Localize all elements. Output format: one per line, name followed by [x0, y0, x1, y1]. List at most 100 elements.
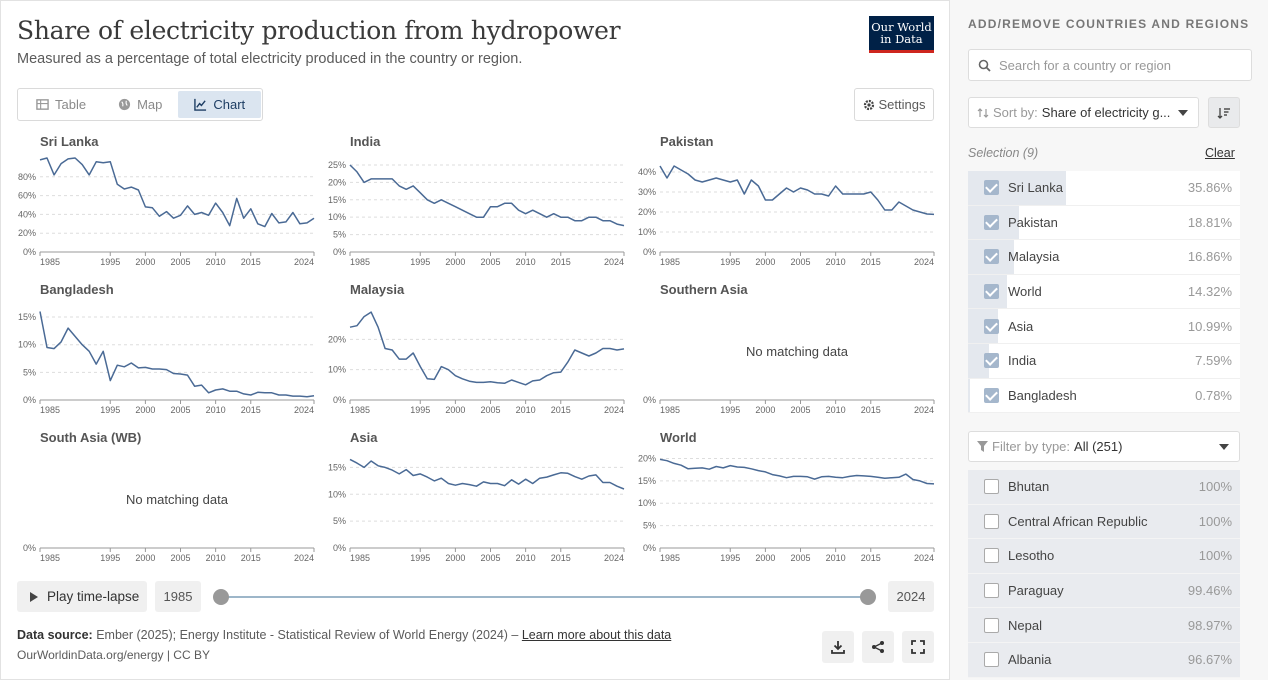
- selected-entities-list: Sri Lanka 35.86% Pakistan 18.81% Malaysia 16.…: [968, 171, 1240, 414]
- available-row[interactable]: Bhutan 100%: [968, 470, 1240, 505]
- download-button[interactable]: [822, 631, 854, 663]
- y-tick-label: 60%: [18, 191, 36, 201]
- chart-title: Share of electricity production from hyd…: [17, 16, 621, 45]
- x-tick-label: 2005: [170, 553, 190, 563]
- owid-logo[interactable]: Our World in Data: [869, 16, 934, 53]
- x-tick-label: 2000: [755, 405, 775, 415]
- checkbox-checked[interactable]: [984, 180, 999, 196]
- checkbox-unchecked[interactable]: [984, 479, 999, 495]
- x-tick-label: 1985: [660, 257, 680, 267]
- chart-panel-india[interactable]: India 0% 5% 10% 15% 20% 25% 1985 1995 2000 2005 201…: [327, 134, 627, 272]
- panel-title: South Asia (WB): [40, 430, 142, 445]
- chart-panel-sri-lanka[interactable]: Sri Lanka 0% 20% 40% 60% 80% 1985 1995 2000 2005 2…: [17, 134, 317, 272]
- checkbox-unchecked[interactable]: [984, 583, 999, 599]
- chart-panel-world[interactable]: World 0% 5% 10% 15% 20% 1985 1995 2000 2005 2010 20…: [637, 430, 937, 568]
- entity-selector-sidebar: ADD/REMOVE COUNTRIES AND REGIONS Search …: [949, 0, 1268, 680]
- selected-row[interactable]: World 14.32%: [968, 274, 1240, 310]
- y-tick-label: 0%: [643, 395, 656, 405]
- chart-panel-south-asia-wb-[interactable]: South Asia (WB) 0% 1985 1995 2000 2005 2010 201…: [17, 430, 317, 568]
- series-line[interactable]: [39, 157, 315, 228]
- checkbox-checked[interactable]: [984, 318, 999, 334]
- y-tick-label: 80%: [18, 172, 36, 182]
- y-tick-label: 20%: [638, 207, 656, 217]
- selected-row[interactable]: India 7.59%: [968, 343, 1240, 379]
- panel-plot: 0% 5% 10% 15% 20% 25% 1985 1995 2000 2005 2010 2015…: [328, 160, 625, 267]
- checkbox-checked[interactable]: [984, 353, 999, 369]
- entity-name: Bangladesh: [1008, 387, 1077, 403]
- entity-name: Asia: [1008, 318, 1034, 334]
- data-source: Data source: Ember (2025); Energy Instit…: [17, 628, 671, 642]
- available-row[interactable]: Lesotho 100%: [968, 539, 1240, 574]
- chart-panel-bangladesh[interactable]: Bangladesh 0% 5% 10% 15% 1985 1995 2000 2005 2010…: [17, 282, 317, 420]
- series-line[interactable]: [349, 458, 625, 490]
- filter-type-dropdown[interactable]: Filter by type: All (251): [968, 431, 1240, 462]
- available-row[interactable]: Albania 96.67%: [968, 643, 1240, 678]
- entity-value: 99.46%: [1187, 583, 1232, 599]
- play-timelapse-button[interactable]: Play time-lapse: [17, 581, 147, 612]
- settings-label: Settings: [878, 97, 926, 112]
- y-tick-label: 10%: [18, 340, 36, 350]
- chart-panel-pakistan[interactable]: Pakistan 0% 10% 20% 30% 40% 1985 1995 2000 2005 20…: [637, 134, 937, 272]
- panel-title: Bangladesh: [40, 282, 114, 297]
- series-line[interactable]: [39, 311, 315, 398]
- checkbox-unchecked[interactable]: [984, 652, 999, 668]
- selected-row[interactable]: Sri Lanka 35.86%: [968, 171, 1240, 206]
- checkbox-unchecked[interactable]: [984, 513, 999, 529]
- y-tick-label: 10%: [638, 498, 656, 508]
- x-tick-label: 2010: [826, 405, 846, 415]
- chart-panel-asia[interactable]: Asia 0% 5% 10% 15% 1985 1995 2000 2005 2010 2015 20…: [327, 430, 627, 568]
- x-tick-label: 2005: [170, 405, 190, 415]
- y-tick-label: 40%: [18, 209, 36, 219]
- available-row[interactable]: Nepal 98.97%: [968, 608, 1240, 643]
- sort-descending-icon: [1217, 107, 1230, 119]
- selected-row[interactable]: Malaysia 16.86%: [968, 240, 1240, 275]
- expand-icon: [911, 640, 925, 654]
- sort-dropdown[interactable]: Sort by: Share of electricity g...: [968, 97, 1199, 128]
- checkbox-checked[interactable]: [984, 284, 999, 300]
- checkbox-checked[interactable]: [984, 387, 999, 403]
- tab-chart-label: Chart: [213, 97, 246, 112]
- checkbox-checked[interactable]: [984, 249, 999, 265]
- tab-table[interactable]: Table: [20, 91, 102, 118]
- fullscreen-button[interactable]: [902, 631, 934, 663]
- tab-map[interactable]: Map: [102, 91, 178, 118]
- x-tick-label: 2000: [755, 553, 775, 563]
- x-tick-label: 2024: [294, 257, 314, 267]
- checkbox-unchecked[interactable]: [984, 548, 999, 564]
- start-year-handle[interactable]: [213, 589, 229, 605]
- learn-more-link[interactable]: Learn more about this data: [521, 628, 672, 642]
- series-line[interactable]: [659, 165, 935, 216]
- chart-panel-southern-asia[interactable]: Southern Asia 0% 1985 1995 2000 2005 2010 2015 2…: [637, 282, 937, 420]
- selected-row[interactable]: Asia 10.99%: [968, 309, 1240, 344]
- checkbox-checked[interactable]: [984, 214, 999, 230]
- y-tick-label: 0%: [333, 395, 346, 405]
- x-tick-label: 2024: [294, 405, 314, 415]
- selected-row[interactable]: Bangladesh 0.78%: [968, 378, 1240, 414]
- share-button[interactable]: [862, 631, 894, 663]
- panel-title: India: [350, 134, 381, 149]
- start-year-box[interactable]: 1985: [155, 581, 201, 612]
- series-line[interactable]: [349, 164, 625, 227]
- entity-name: Nepal: [1008, 617, 1042, 633]
- selected-row[interactable]: Pakistan 18.81%: [968, 205, 1240, 241]
- end-year-box[interactable]: 2024: [888, 581, 934, 612]
- y-tick-label: 5%: [23, 367, 36, 377]
- search-input[interactable]: Search for a country or region: [968, 49, 1252, 81]
- series-line[interactable]: [349, 311, 625, 386]
- x-tick-label: 2000: [755, 257, 775, 267]
- timeline-track[interactable]: [221, 596, 868, 598]
- available-row[interactable]: Paraguay 99.46%: [968, 574, 1240, 609]
- sort-prefix: Sort by:: [993, 105, 1038, 120]
- available-row[interactable]: Central African Republic 100%: [968, 505, 1240, 540]
- clear-selection-button[interactable]: Clear: [1205, 146, 1235, 160]
- settings-button[interactable]: Settings: [854, 88, 934, 121]
- x-tick-label: 2010: [206, 553, 226, 563]
- tab-chart[interactable]: Chart: [178, 91, 262, 118]
- end-year-handle[interactable]: [860, 589, 876, 605]
- sort-order-button[interactable]: [1208, 97, 1240, 128]
- entity-name: Bhutan: [1008, 479, 1050, 495]
- chart-panel-malaysia[interactable]: Malaysia 0% 10% 20% 1985 1995 2000 2005 2010 2015…: [327, 282, 627, 420]
- series-line[interactable]: [659, 458, 935, 485]
- sort-arrows-icon: [977, 107, 989, 118]
- checkbox-unchecked[interactable]: [984, 617, 999, 633]
